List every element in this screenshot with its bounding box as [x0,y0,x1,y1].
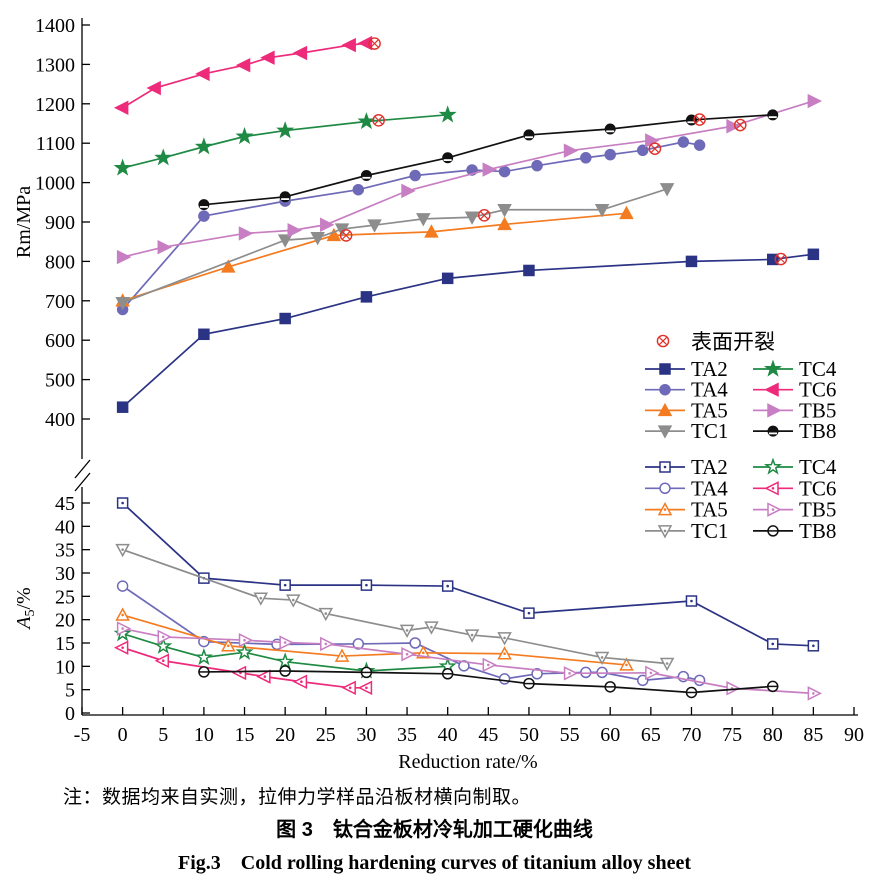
y-tick-label-top: 400 [45,409,75,431]
y-tick-label-bottom: 40 [55,516,75,538]
legend-label-TC6: TC6 [799,378,836,402]
y-tick-label-top: 1400 [35,15,75,37]
x-tick-label: 50 [519,724,539,746]
x-tick-label: 80 [763,724,783,746]
surface-crack-marker [368,37,381,50]
legend-label-TA5: TA5 [691,398,728,422]
x-tick-label: 55 [560,724,580,746]
x-tick-label: 10 [194,724,214,746]
series-TA2-bottom [116,497,820,652]
surface-crack-marker [339,229,353,242]
y-tick-label-bottom: 45 [55,493,75,515]
x-tick-label: 85 [803,724,823,746]
legend-label-TA5: TA5 [691,498,728,522]
x-tick-label: 60 [600,724,620,746]
legend-crack-label: 表面开裂 [691,330,775,354]
surface-crack-marker [774,252,788,266]
y-tick-label-top: 1000 [35,173,75,195]
legend-label-TB8: TB8 [799,519,836,543]
y-tick-label-bottom: 5 [65,680,75,702]
series-TA5-bottom [115,607,634,671]
axis-break-mark [74,459,91,492]
legend-label-TB8: TB8 [799,419,836,443]
legend-label-TC6: TC6 [799,476,836,500]
y-tick-label-bottom: 30 [55,563,75,585]
axis-labels: -5 0 5 10 15 20 25 30 35 40 45 50 55 60 65 70 75 80 85 9040… [13,15,864,773]
series-TC6-top [113,35,373,115]
legend-label-TC1: TC1 [691,519,728,543]
legend-label-TA2: TA2 [691,357,728,381]
legend-label-TB5: TB5 [799,498,836,522]
x-tick-label: 35 [397,724,417,746]
x-tick-label: 75 [722,724,742,746]
top-plot [113,35,823,413]
series-TC1-top [115,183,675,311]
x-tick-label: 15 [235,724,255,746]
x-tick-label: 25 [316,724,336,746]
y-tick-label-top: 800 [45,251,75,273]
series-TC1-bottom [115,543,675,672]
series-TB8-bottom [198,665,779,699]
series-TA4-top [116,136,706,316]
series-TC4-top [113,105,457,176]
legend-label-TB5: TB5 [799,398,836,422]
x-tick-label: 30 [356,724,376,746]
legend-label-TA2: TA2 [691,455,728,479]
y-tick-label-top: 1300 [35,54,75,76]
legend-label-TA4: TA4 [691,476,728,500]
surface-crack-marker [693,113,706,126]
y-tick-label-top: 600 [45,330,75,352]
series-TB8-top [198,109,779,211]
x-tick-label: 65 [641,724,661,746]
y-tick-label-top: 500 [45,370,75,392]
series-TA4-bottom [116,580,706,687]
series-TA5-top [115,205,634,307]
axes [81,18,858,716]
y-axis-title-top: Rm/MPa [13,186,35,258]
legend-label-TC4: TC4 [799,455,837,479]
y-tick-label-top: 1200 [35,94,75,116]
y-tick-label-top: 1100 [36,133,75,155]
legend-crack: 表面开裂 [656,330,775,354]
series-TA2-top [116,248,820,413]
x-tick-label: 70 [681,724,701,746]
x-tick-label: 20 [275,724,295,746]
series-TC4-bottom [113,624,457,679]
x-tick-label: -5 [74,724,91,746]
figure-caption-cn: 图 3 钛合金板材冷轧加工硬化曲线 [276,819,593,841]
figure-note: 注：数据均来自实测，拉伸力学样品沿板材横向制取。 [63,787,532,808]
x-tick-label: 90 [844,724,864,746]
surface-crack-marker [477,209,491,222]
surface-crack-marker [656,334,670,348]
x-tick-label: 0 [118,724,128,746]
legend-label-TC4: TC4 [799,357,837,381]
y-tick-label-bottom: 15 [55,633,75,655]
legend-label-TA4: TA4 [691,378,728,402]
y-tick-label-bottom: 0 [65,703,75,725]
surface-crack-marker [372,114,385,127]
surface-crack-marker [733,118,747,132]
bottom-plot [113,497,823,701]
series-TC6-bottom [113,640,373,696]
x-axis-title: Reduction rate/% [398,751,537,773]
y-axis-title-bottom: A5/% [13,587,38,630]
x-tick-label: 40 [438,724,458,746]
figure-caption-en: Fig.3 Cold rolling hardening curves of t… [178,852,691,874]
y-tick-label-bottom: 25 [55,586,75,608]
x-tick-label: 45 [478,724,498,746]
y-tick-label-top: 700 [45,291,75,313]
y-tick-label-top: 900 [45,212,75,234]
legend-label-TC1: TC1 [691,419,728,443]
x-tick-label: 5 [158,724,168,746]
y-tick-label-bottom: 20 [55,610,75,632]
surface-crack-marker [648,142,662,156]
series-TB5-top [116,93,823,265]
series-TB5-bottom [116,621,823,701]
y-tick-label-bottom: 10 [55,656,75,678]
y-tick-label-bottom: 35 [55,540,75,562]
chart-canvas: -5 0 5 10 15 20 25 30 35 40 45 50 55 60 65 70 75 80 85 9040… [13,15,864,773]
